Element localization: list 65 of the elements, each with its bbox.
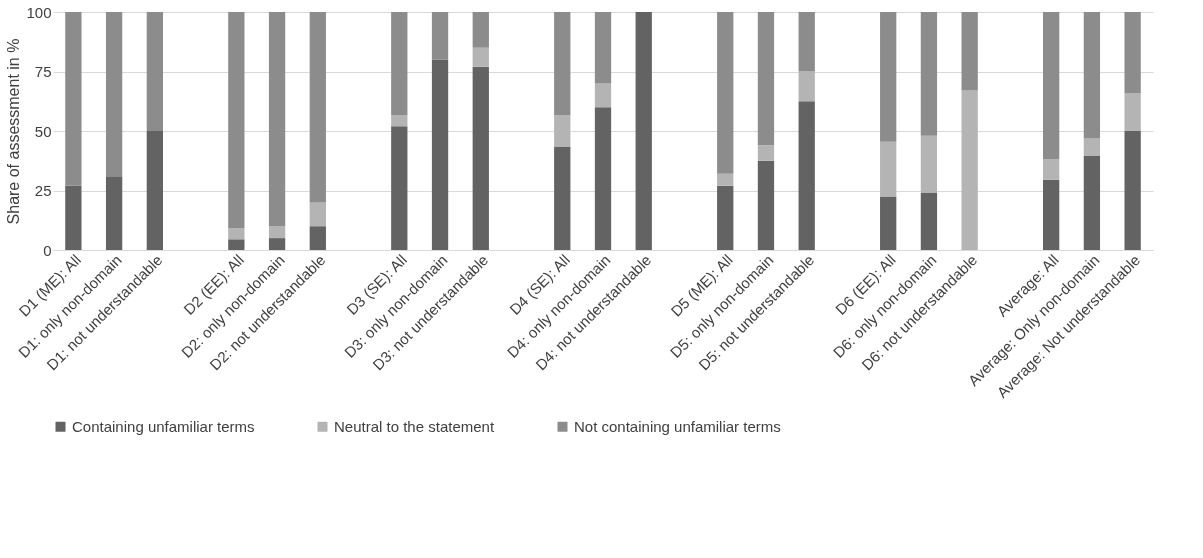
- bar: [880, 12, 897, 142]
- bar: [268, 226, 286, 239]
- bar: [105, 12, 123, 177]
- bar: [920, 135, 938, 193]
- y-tick-label: 50: [34, 122, 52, 140]
- bar: [1043, 12, 1060, 160]
- bar: [391, 115, 408, 127]
- bar: [757, 160, 775, 250]
- bar: [309, 226, 326, 250]
- bar: [1124, 92, 1141, 131]
- bar: [1043, 159, 1060, 180]
- bar: [1043, 179, 1060, 250]
- bar: [594, 83, 612, 108]
- bar: [309, 202, 326, 227]
- bar: [1083, 12, 1101, 139]
- bar: [961, 90, 978, 250]
- y-axis-title: Share of assessment in %: [5, 38, 23, 225]
- bar: [798, 12, 815, 72]
- bar: [65, 185, 82, 250]
- bar: [431, 59, 449, 250]
- bar: [228, 239, 245, 250]
- bar: [798, 71, 815, 102]
- bar: [717, 12, 734, 174]
- bar: [920, 12, 938, 136]
- bar: [1124, 131, 1141, 250]
- legend-label: Not containing unfamiliar terms: [574, 417, 781, 435]
- legend-label: Neutral to the statement: [334, 417, 495, 435]
- bar: [880, 196, 897, 250]
- bar: [391, 12, 408, 116]
- bar: [717, 185, 734, 250]
- bar: [1083, 155, 1101, 250]
- bar: [594, 12, 612, 84]
- bar: [554, 115, 571, 147]
- bar: [1083, 138, 1101, 156]
- bar: [798, 101, 815, 250]
- bar: [268, 238, 286, 250]
- bar: [635, 12, 652, 250]
- bar: [146, 12, 163, 131]
- bar: [554, 12, 571, 116]
- bar: [472, 47, 489, 67]
- bar: [391, 126, 408, 250]
- bar: [961, 12, 978, 91]
- y-tick-label: 25: [34, 182, 52, 199]
- bar: [757, 145, 775, 161]
- y-tick-label: 75: [34, 63, 52, 80]
- bar: [920, 192, 938, 250]
- bar: [65, 12, 82, 186]
- bar: [146, 131, 163, 250]
- bar: [1124, 12, 1141, 93]
- legend-label: Containing unfamiliar terms: [72, 417, 255, 435]
- y-tick-label: 100: [26, 3, 52, 21]
- bar: [880, 141, 897, 197]
- bar: [717, 173, 734, 186]
- bar: [472, 66, 489, 250]
- bar: [472, 12, 489, 48]
- bar: [757, 12, 775, 146]
- bar: [228, 12, 245, 229]
- bar: [431, 12, 449, 60]
- bar: [309, 12, 326, 203]
- bar: [228, 228, 245, 240]
- bar: [105, 176, 123, 250]
- bar: [268, 12, 286, 227]
- bar: [554, 146, 571, 250]
- bar: [594, 107, 612, 250]
- y-tick-label: 0: [43, 241, 52, 259]
